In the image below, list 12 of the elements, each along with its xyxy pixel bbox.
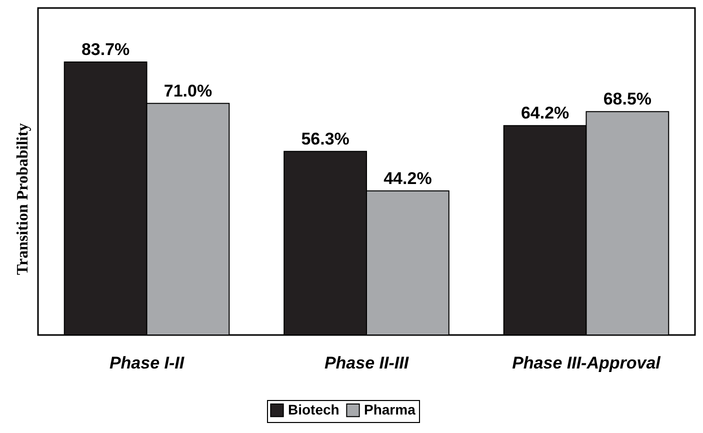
legend-label: Biotech — [288, 401, 340, 418]
x-tick-label: Phase I-II — [109, 354, 186, 372]
x-tick-label: Phase III-Approval — [512, 354, 662, 372]
data-label: 71.0% — [164, 81, 212, 100]
data-label: 83.7% — [81, 40, 130, 59]
data-label: 56.3% — [301, 129, 350, 148]
y-axis-title: Transition Probability — [14, 123, 32, 275]
x-tick-label: Phase II-III — [324, 354, 410, 372]
data-label: 44.2% — [384, 168, 432, 188]
legend-label: Pharma — [364, 401, 416, 418]
data-label: 68.5% — [603, 90, 652, 109]
data-label: 64.2% — [520, 104, 570, 123]
